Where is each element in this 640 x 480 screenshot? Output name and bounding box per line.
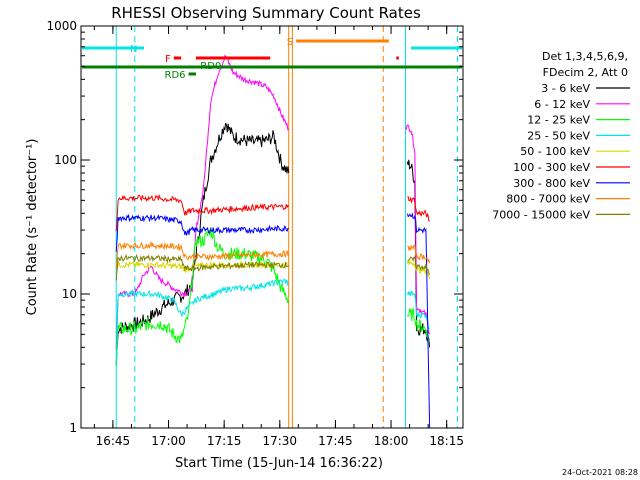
series-trace-6-1 — [406, 212, 431, 429]
legend-label-2: 12 - 25 keV — [527, 114, 590, 127]
series-trace-7-1 — [407, 244, 431, 264]
legend-label-4: 50 - 100 keV — [520, 145, 590, 158]
series-trace-2-0 — [115, 226, 290, 367]
flag-label-RD0: RD0 — [200, 61, 221, 72]
plot-frame — [80, 25, 464, 429]
legend-label-0: 3 - 6 keV — [541, 82, 590, 95]
series-trace-8-0 — [115, 253, 290, 281]
series-trace-1-1 — [405, 124, 431, 335]
x-tick-label-3: 17:30 — [262, 434, 297, 448]
x-tick-label-4: 17:45 — [318, 434, 353, 448]
x-axis-label: Start Time (15-Jun-14 16:36:22) — [175, 456, 383, 471]
series-trace-5-0 — [115, 193, 290, 232]
series-trace-0-0 — [115, 122, 290, 365]
series-trace-6-0 — [115, 213, 289, 252]
legend-header-line-1: Det 1,3,4,5,6,9, — [542, 50, 628, 63]
legend: Det 1,3,4,5,6,9, FDecim 2, Att 0 3 - 6 k… — [492, 50, 630, 221]
series-trace-5-1 — [407, 195, 430, 222]
legend-label-5: 100 - 300 keV — [513, 161, 590, 174]
series-trace-8-1 — [407, 256, 431, 275]
flag-label-RD6: RD6 — [165, 70, 186, 81]
y-axis-label: Count Rate (s⁻¹ detector⁻¹) — [25, 139, 40, 316]
series-trace-7-0 — [115, 240, 290, 269]
series-trace-2-1 — [406, 308, 431, 344]
x-tick-label-5: 18:00 — [374, 434, 409, 448]
x-tick-label-1: 17:00 — [151, 434, 186, 448]
y-tick-label-3: 1000 — [46, 19, 77, 33]
legend-label-1: 6 - 12 keV — [534, 98, 590, 111]
flag-label-N: N — [130, 44, 137, 55]
y-tick-label-0: 1 — [69, 421, 77, 435]
x-tick-label-6: 18:15 — [429, 434, 464, 448]
series-trace-3-1 — [406, 290, 430, 330]
plot-area: N S F RD6 RD0 — [82, 26, 462, 429]
legend-header-line-2: FDecim 2, Att 0 — [543, 66, 628, 79]
x-tick-label-2: 17:15 — [207, 434, 242, 448]
series-trace-1-0 — [115, 55, 290, 351]
flag-label-F: F — [165, 54, 171, 65]
legend-label-7: 800 - 7000 keV — [506, 193, 590, 206]
flag-label-S: S — [287, 37, 293, 48]
legend-label-8: 7000 - 15000 keV — [492, 208, 590, 221]
legend-label-3: 25 - 50 keV — [527, 129, 590, 142]
axes: 16:45 17:00 17:15 17:30 17:45 18:00 18:15 1 10 10… — [46, 19, 464, 448]
series-trace-3-0 — [115, 278, 290, 364]
render-timestamp: 24-Oct-2021 08:28 — [562, 468, 638, 477]
chart-title: RHESSI Observing Summary Count Rates — [111, 4, 421, 22]
x-tick-label-0: 16:45 — [96, 434, 131, 448]
y-tick-label-1: 10 — [62, 287, 77, 301]
y-tick-label-2: 100 — [54, 153, 77, 167]
series-trace-4-1 — [406, 260, 431, 279]
legend-label-6: 300 - 800 keV — [513, 177, 590, 190]
